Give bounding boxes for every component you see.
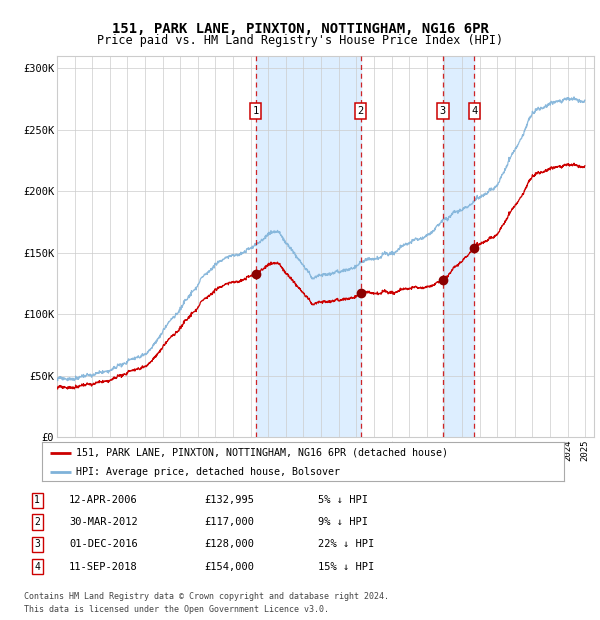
Text: 1: 1	[253, 106, 259, 116]
Text: 9% ↓ HPI: 9% ↓ HPI	[318, 517, 368, 527]
Text: 151, PARK LANE, PINXTON, NOTTINGHAM, NG16 6PR (detached house): 151, PARK LANE, PINXTON, NOTTINGHAM, NG1…	[76, 448, 448, 458]
Text: 4: 4	[471, 106, 478, 116]
Text: This data is licensed under the Open Government Licence v3.0.: This data is licensed under the Open Gov…	[24, 604, 329, 614]
Bar	[443, 56, 474, 437]
Text: 2: 2	[358, 106, 364, 116]
Text: 4: 4	[34, 562, 40, 572]
Text: £154,000: £154,000	[204, 562, 254, 572]
Text: 151, PARK LANE, PINXTON, NOTTINGHAM, NG16 6PR: 151, PARK LANE, PINXTON, NOTTINGHAM, NG1…	[112, 22, 488, 36]
Text: HPI: Average price, detached house, Bolsover: HPI: Average price, detached house, Bols…	[76, 467, 340, 477]
Text: 3: 3	[34, 539, 40, 549]
Text: £117,000: £117,000	[204, 517, 254, 527]
Text: £132,995: £132,995	[204, 495, 254, 505]
Text: 22% ↓ HPI: 22% ↓ HPI	[318, 539, 374, 549]
Text: 11-SEP-2018: 11-SEP-2018	[69, 562, 138, 572]
Bar	[256, 56, 361, 437]
Text: 3: 3	[440, 106, 446, 116]
Text: 2: 2	[34, 517, 40, 527]
Text: Contains HM Land Registry data © Crown copyright and database right 2024.: Contains HM Land Registry data © Crown c…	[24, 592, 389, 601]
Text: 01-DEC-2016: 01-DEC-2016	[69, 539, 138, 549]
Text: £128,000: £128,000	[204, 539, 254, 549]
Text: 12-APR-2006: 12-APR-2006	[69, 495, 138, 505]
Text: 1: 1	[34, 495, 40, 505]
Text: 30-MAR-2012: 30-MAR-2012	[69, 517, 138, 527]
Text: 15% ↓ HPI: 15% ↓ HPI	[318, 562, 374, 572]
Text: Price paid vs. HM Land Registry's House Price Index (HPI): Price paid vs. HM Land Registry's House …	[97, 34, 503, 47]
Text: 5% ↓ HPI: 5% ↓ HPI	[318, 495, 368, 505]
